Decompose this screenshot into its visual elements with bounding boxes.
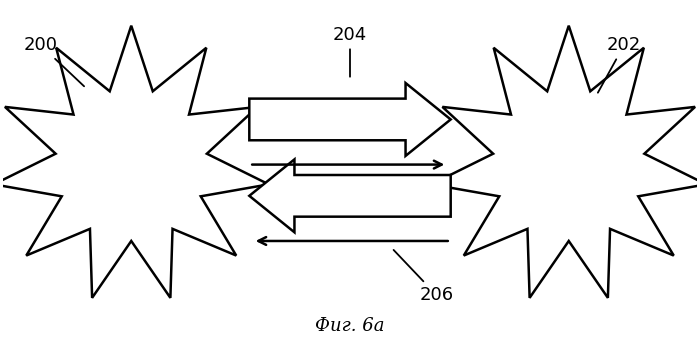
- Polygon shape: [431, 26, 700, 298]
- Polygon shape: [249, 159, 451, 232]
- Text: 200: 200: [24, 36, 84, 86]
- Text: 204: 204: [333, 26, 367, 77]
- Text: 202: 202: [598, 36, 641, 93]
- Polygon shape: [0, 26, 269, 298]
- Text: 206: 206: [393, 250, 454, 304]
- Polygon shape: [249, 83, 451, 156]
- Text: Фиг. 6а: Фиг. 6а: [315, 317, 385, 335]
